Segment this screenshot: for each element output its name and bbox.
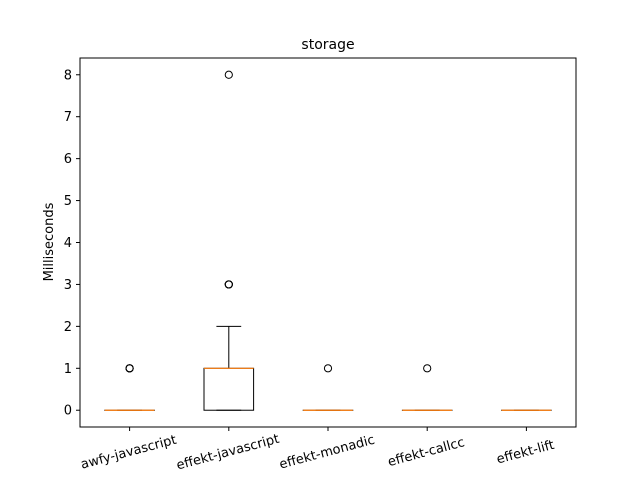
x-tick-label: effekt-lift <box>495 438 556 468</box>
y-tick-label: 7 <box>64 110 72 125</box>
box-effekt-monadic <box>302 364 354 411</box>
x-tick-label: effekt-javascript <box>175 432 281 474</box>
x-tick-label: awfy-javascript <box>79 433 178 473</box>
y-tick-label: 1 <box>64 362 72 377</box>
y-tick-label: 8 <box>64 68 72 83</box>
chart-title: storage <box>301 37 354 53</box>
y-tick-label: 6 <box>64 152 72 167</box>
iqr-box <box>203 367 255 411</box>
y-axis: 0 1 2 3 4 5 6 7 8 <box>64 68 80 419</box>
y-tick-label: 3 <box>64 278 72 293</box>
x-tick-label: effekt-callcc <box>386 435 466 470</box>
box-effekt-javascript <box>203 70 255 411</box>
outlier-point <box>125 364 134 373</box>
y-tick-label: 0 <box>64 404 72 419</box>
plot-area <box>104 70 552 411</box>
outlier-point <box>323 364 333 373</box>
y-tick-label: 4 <box>64 236 72 251</box>
x-tick-label: effekt-monadic <box>278 433 377 473</box>
x-axis: awfy-javascripteffekt-javascripteffekt-m… <box>79 427 556 474</box>
y-tick-label: 5 <box>64 194 72 209</box>
box-effekt-callcc <box>401 364 453 411</box>
outlier-point <box>423 364 432 373</box>
box-awfy-javascript <box>104 364 155 411</box>
y-axis-label: Milliseconds <box>42 202 57 281</box>
y-tick-label: 2 <box>64 320 72 335</box>
outlier-point <box>224 70 233 79</box>
outlier-point <box>224 280 233 289</box>
